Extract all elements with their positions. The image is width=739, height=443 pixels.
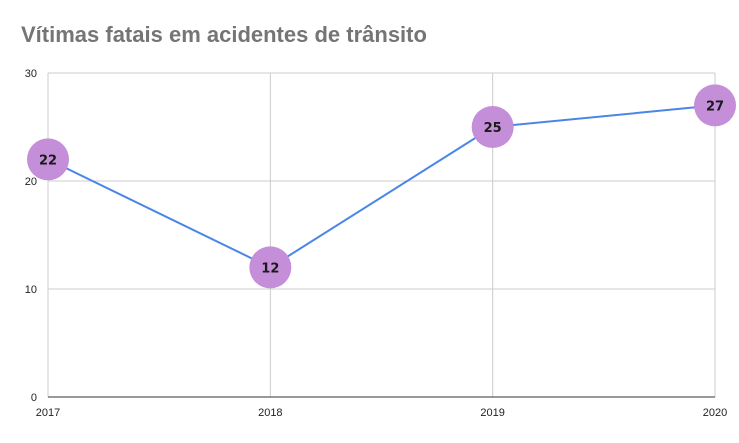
- axis-layer: 0 10 20 30 2017 2018 2019 2020: [25, 68, 727, 419]
- data-label: 25: [484, 121, 502, 136]
- data-point: [27, 138, 69, 181]
- y-tick-label: 20: [25, 176, 37, 188]
- data-label: 22: [39, 153, 57, 168]
- data-point: [694, 84, 736, 127]
- x-tick-label: 2018: [258, 407, 282, 419]
- x-tick-label: 2017: [36, 407, 60, 419]
- grid-layer: [47, 72, 716, 397]
- line-layer: [47, 104, 716, 269]
- y-tick-label: 0: [31, 392, 37, 404]
- x-tick-label: 2019: [480, 407, 504, 419]
- x-tick-label: 2020: [703, 407, 727, 419]
- data-point: [249, 246, 292, 289]
- data-label: 12: [261, 261, 279, 276]
- data-label: 27: [706, 99, 724, 114]
- y-tick-label: 10: [25, 284, 37, 296]
- marker-layer: 22 12 25 27: [27, 84, 736, 289]
- data-point: [471, 106, 514, 148]
- series-line: [47, 104, 716, 269]
- chart-title: Vítimas fatais em acidentes de trânsito: [21, 22, 427, 47]
- y-tick-label: 30: [25, 68, 37, 80]
